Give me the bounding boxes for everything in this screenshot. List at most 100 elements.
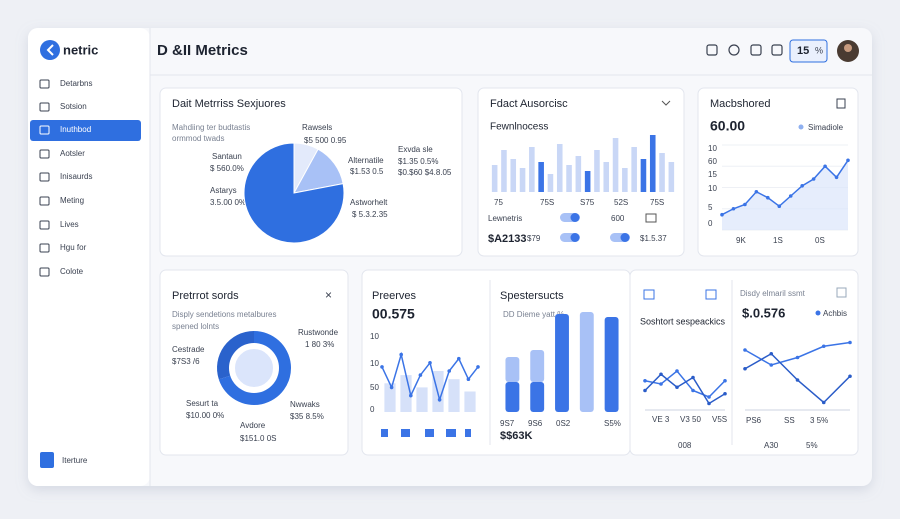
card — [697, 87, 859, 257]
card-label: 1 80 3% — [305, 340, 334, 349]
icon-button[interactable] — [706, 44, 718, 56]
point — [437, 397, 442, 402]
card-label: 0 — [370, 405, 375, 414]
nav-icon — [39, 79, 50, 89]
card-label: V5S — [712, 415, 727, 424]
point — [823, 164, 827, 169]
donut-inner — [233, 347, 275, 389]
icon — [446, 429, 456, 437]
card-label: Simadiole — [808, 123, 844, 132]
series-line — [644, 369, 726, 398]
point — [848, 340, 852, 345]
point — [691, 375, 695, 380]
point — [675, 369, 679, 373]
card-label: S75 — [580, 198, 595, 207]
point — [731, 206, 736, 211]
card-label: $$63K — [500, 430, 532, 442]
card-label: 10 — [708, 184, 717, 193]
card-label: $1.53 0.5 — [350, 167, 384, 176]
bar — [464, 391, 476, 412]
card-label: 10 — [708, 144, 717, 153]
badge[interactable] — [789, 39, 828, 63]
toggle-knob — [570, 233, 580, 242]
nav-item[interactable]: Inuthbod — [60, 125, 91, 134]
nav-item[interactable]: Hgu for — [60, 243, 87, 252]
card-label: $5 500 0.95 — [304, 136, 347, 145]
card-label: 0S2 — [556, 419, 571, 428]
icon-button[interactable] — [750, 44, 762, 56]
icon-button[interactable] — [771, 44, 783, 56]
point — [800, 184, 804, 188]
card-title: Macbshored — [710, 98, 771, 110]
card-subtitle: $.0.576 — [742, 305, 785, 320]
icon — [425, 429, 434, 437]
card-label: 9S7 — [500, 419, 515, 428]
nav-item[interactable]: Aotsler — [60, 149, 85, 158]
card-label: Astworhelt — [350, 198, 388, 207]
nav-item[interactable]: Colote — [60, 267, 84, 276]
card-label: Alternatile — [348, 156, 384, 165]
card-label: 5 — [708, 203, 713, 212]
checkbox[interactable] — [645, 213, 657, 223]
point — [643, 388, 647, 393]
icon-button[interactable] — [728, 44, 740, 56]
bar — [501, 150, 507, 192]
dropdown[interactable] — [661, 100, 671, 106]
icon — [401, 429, 410, 437]
nav-item[interactable]: Lives — [60, 220, 79, 229]
card-label: 10 — [370, 332, 379, 341]
bar — [538, 162, 544, 192]
bar — [659, 153, 665, 192]
bar — [547, 174, 554, 192]
bar-segment — [555, 314, 569, 412]
sidebar — [28, 28, 150, 486]
point — [795, 378, 800, 382]
card-subtitle: 60.00 — [710, 118, 745, 134]
card-label: Cestrade — [172, 345, 205, 354]
card-subtitle: Mahdiing ter budtastis — [172, 123, 250, 132]
card-title: Disdy elmaril ssmt — [740, 289, 806, 298]
nav-item[interactable]: Inisaurds — [60, 172, 92, 181]
point — [409, 393, 413, 398]
card-label: Astarys — [210, 186, 237, 195]
icon — [381, 429, 388, 437]
card-label: PS6 — [746, 416, 762, 425]
bar — [416, 387, 428, 412]
card-subtitle: Fewnlnocess — [490, 122, 548, 133]
card-label: 0 — [708, 219, 713, 228]
card-label: $1.5.37 — [640, 234, 667, 243]
point — [754, 189, 759, 194]
bar — [612, 138, 619, 192]
bar-segment — [505, 357, 520, 382]
card-title: Dait Metrriss Sexjuores — [172, 98, 286, 110]
point — [766, 195, 770, 200]
point — [769, 351, 774, 356]
logo: netric — [63, 42, 98, 57]
point — [457, 356, 461, 361]
card-subtitle: DD Dieme yatt % — [503, 310, 564, 319]
bar — [640, 159, 647, 192]
nav-item[interactable]: Sotsion — [60, 102, 87, 111]
nav-item[interactable]: Meting — [60, 196, 84, 205]
card-label: Avdore — [240, 421, 266, 430]
icon — [465, 429, 471, 437]
point — [447, 369, 452, 373]
card-label: Nwwaks — [290, 400, 320, 409]
point — [720, 212, 724, 217]
logo-icon — [40, 40, 60, 60]
nav-icon — [39, 125, 50, 135]
card-label: 5% — [806, 441, 818, 450]
card-label: Rawsels — [302, 123, 332, 132]
series-line — [644, 373, 726, 405]
toggle-knob — [620, 233, 630, 242]
close-icon[interactable]: × — [325, 288, 332, 302]
bar — [556, 144, 563, 192]
logo-chevron — [46, 44, 54, 56]
nav-item[interactable]: Detarbns — [60, 79, 92, 88]
badge-value: 15 — [797, 45, 809, 57]
card-label: $7S3 /6 — [172, 357, 200, 366]
legend-dot — [815, 310, 821, 316]
point — [428, 361, 432, 365]
bar — [668, 162, 675, 192]
card-label: Lewnetris — [488, 214, 522, 223]
